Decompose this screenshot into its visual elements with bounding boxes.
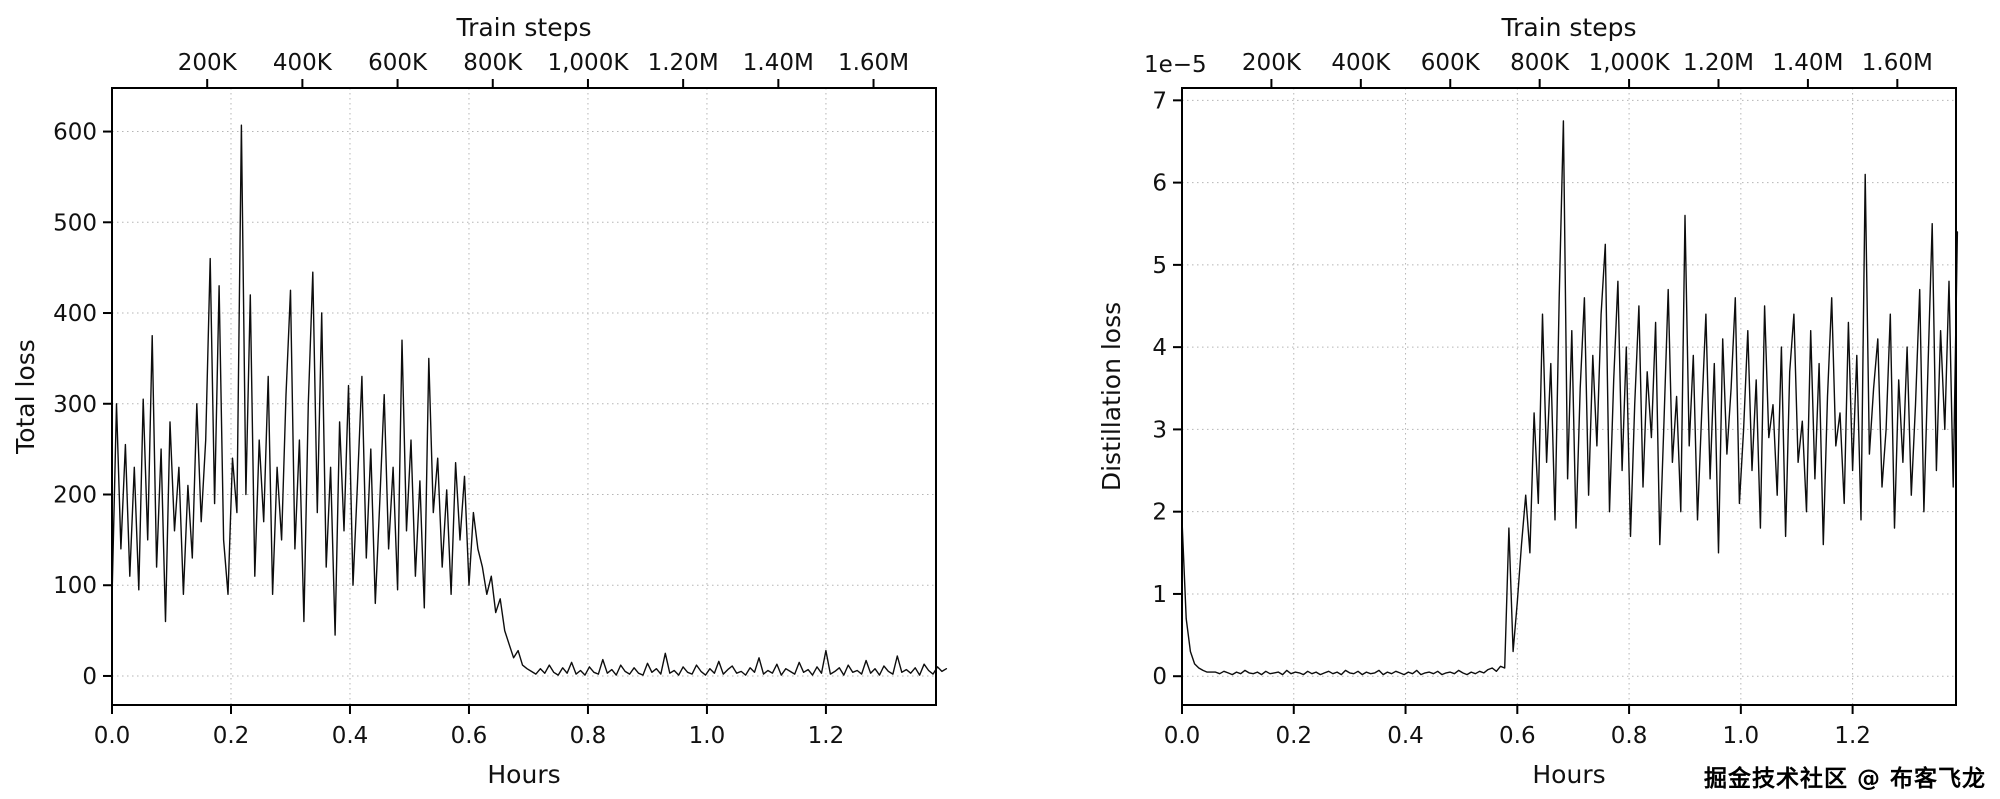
x-tick-label: 1.0 [1723, 723, 1760, 749]
top-tick-label: 1,000K [1589, 50, 1671, 76]
plot-frame [111, 87, 937, 706]
x-tick-label: 0.8 [570, 723, 607, 749]
x-tick-label: 0.6 [451, 723, 488, 749]
watermark: 掘金技术社区 @ 布客飞龙 [1703, 766, 1986, 792]
x-tick-label: 1.2 [1834, 723, 1871, 749]
x-tick-label: 0.0 [1164, 723, 1201, 749]
x-tick-label: 0.8 [1611, 723, 1648, 749]
x-tick-label: 0.2 [213, 723, 250, 749]
top-tick-label: 200K [178, 50, 238, 76]
y-axis-label: Total loss [11, 339, 40, 455]
top-tick-label: 800K [463, 50, 523, 76]
top-tick-label: 1.40M [1772, 50, 1843, 76]
top-tick-label: 400K [273, 50, 333, 76]
y-tick-label: 0 [1152, 664, 1167, 690]
x-tick-label: 0.4 [332, 723, 369, 749]
x-tick-label: 0.2 [1275, 723, 1312, 749]
y-axis-label: Distillation loss [1097, 302, 1126, 491]
y-tick-label: 300 [53, 392, 97, 418]
top-tick-label: 600K [368, 50, 428, 76]
distillation-loss-chart-panel: 0.0 0.2 0.4 0.6 0.8 1.0 1.2 0 1 2 3 4 5 6 7 200K 400K 600… [1000, 0, 2000, 799]
x-tick-label: 1.2 [808, 723, 845, 749]
y-tick-label: 500 [53, 210, 97, 236]
x-tick-label: 1.0 [689, 723, 726, 749]
y-tick-label: 7 [1152, 88, 1167, 114]
y-tick-label: 200 [53, 482, 97, 508]
y-tick-label: 5 [1152, 253, 1167, 279]
distillation-loss-chart: 0.0 0.2 0.4 0.6 0.8 1.0 1.2 0 1 2 3 4 5 6 7 200K 400K 600… [1097, 13, 1959, 789]
top-axis-label: Train steps [1500, 13, 1636, 42]
x-axis-label: Hours [1532, 760, 1605, 789]
top-tick-label: 1.20M [1683, 50, 1754, 76]
y-offset-text: 1e−5 [1144, 52, 1207, 78]
y-tick-label: 600 [53, 120, 97, 146]
y-tick-label: 100 [53, 573, 97, 599]
top-tick-label: 1,000K [547, 50, 629, 76]
top-axis-label: Train steps [455, 13, 591, 42]
top-tick-label: 1.20M [648, 50, 719, 76]
total-loss-chart-panel: 0.0 0.2 0.4 0.6 0.8 1.0 1.2 0 100 200 300 400 500 600… [11, 13, 948, 789]
top-tick-label: 200K [1242, 50, 1302, 76]
distillation_loss-line [1181, 120, 1959, 676]
x-tick-label: 0.4 [1387, 723, 1424, 749]
top-tick-label: 1.60M [838, 50, 909, 76]
y-tick-label: 6 [1152, 171, 1167, 197]
top-tick-label: 800K [1510, 50, 1570, 76]
x-tick-label: 0.0 [94, 723, 131, 749]
x-tick-label: 0.6 [1499, 723, 1536, 749]
plot-frame [1181, 87, 1957, 706]
y-tick-label: 4 [1152, 335, 1167, 361]
top-tick-label: 400K [1331, 50, 1391, 76]
y-tick-label: 3 [1152, 417, 1167, 443]
y-tick-label: 400 [53, 301, 97, 327]
y-tick-label: 2 [1152, 500, 1167, 526]
total_loss-line [111, 124, 948, 676]
top-tick-label: 1.40M [743, 50, 814, 76]
y-tick-label: 0 [82, 664, 97, 690]
y-tick-label: 1 [1152, 582, 1167, 608]
x-axis-label: Hours [487, 760, 560, 789]
top-tick-label: 600K [1421, 50, 1481, 76]
total-loss-chart: 0.0 0.2 0.4 0.6 0.8 1.0 1.2 0 100 200 300 400 500 600… [11, 13, 948, 789]
top-tick-label: 1.60M [1862, 50, 1933, 76]
